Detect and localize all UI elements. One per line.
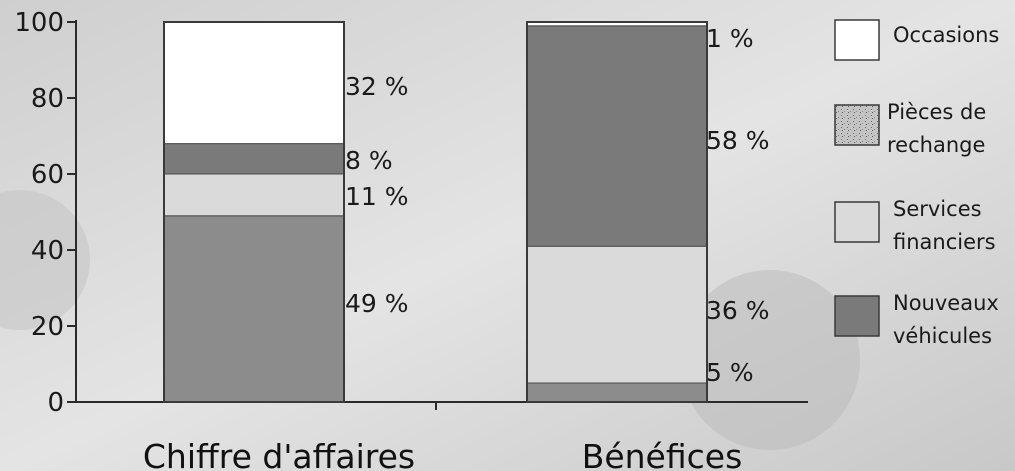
legend-label: financiers	[893, 230, 996, 254]
data-label: 58 %	[706, 126, 770, 155]
bar-segment	[163, 21, 345, 145]
legend-label: Pièces de	[887, 100, 986, 124]
data-label: 1 %	[706, 24, 754, 53]
y-tick-label: 40	[31, 236, 64, 266]
data-label: 49 %	[345, 289, 409, 318]
data-label: 36 %	[706, 296, 770, 325]
bar-outline	[526, 21, 708, 403]
category-label: Bénéfices	[582, 437, 743, 471]
y-tick-label: 0	[47, 388, 64, 418]
data-label: 5 %	[706, 358, 754, 387]
legend-label: Services	[893, 197, 982, 221]
y-tick-label: 80	[31, 84, 64, 114]
bar-segment	[163, 143, 345, 175]
legend-label: véhicules	[893, 324, 992, 348]
bar-segment	[163, 173, 345, 217]
background-wheel-left-shape	[0, 190, 90, 330]
legend-label: Occasions	[893, 23, 999, 47]
legend-label: rechange	[887, 133, 985, 157]
bar-segment	[526, 25, 708, 247]
legend-swatch	[834, 295, 880, 337]
y-tick-label: 100	[14, 8, 64, 38]
y-tick-label: 20	[31, 312, 64, 342]
data-label: 11 %	[345, 182, 409, 211]
bar-segment	[526, 245, 708, 384]
bar-segment	[526, 382, 708, 403]
background-wheel-shape	[680, 270, 860, 450]
y-tick-label: 60	[31, 160, 64, 190]
bars-group	[163, 21, 708, 403]
legend-swatch	[834, 104, 880, 146]
legend-swatch	[834, 19, 880, 61]
bar-outline	[163, 21, 345, 403]
category-label: Chiffre d'affaires	[143, 437, 415, 471]
legend: Occasions Pièces de rechange Services financ…	[834, 19, 999, 348]
bar-segment	[163, 215, 345, 403]
data-label: 32 %	[345, 72, 409, 101]
labels-group: 0 20 40 60 80 100 Chiffre d'affaires Bénéfices 4…	[14, 8, 769, 471]
legend-label: Nouveaux	[893, 291, 999, 315]
legend-swatch	[834, 201, 880, 243]
data-label: 8 %	[345, 146, 393, 175]
